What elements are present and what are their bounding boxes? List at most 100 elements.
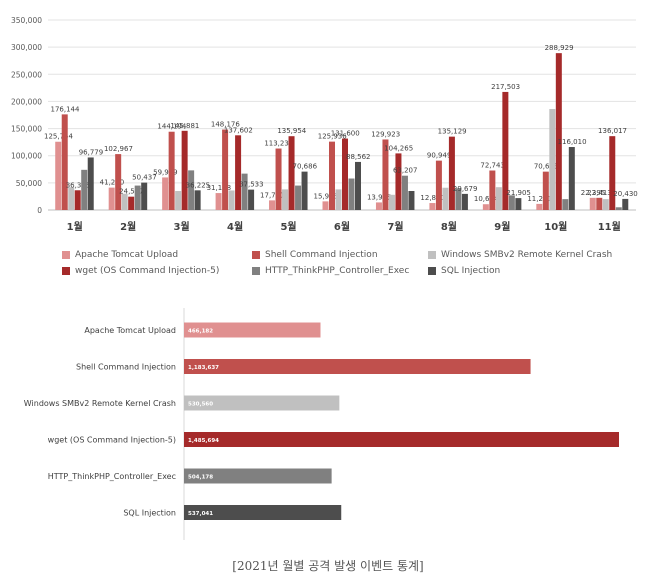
data-label: 22,395 bbox=[581, 189, 606, 197]
data-label: 129,923 bbox=[371, 130, 400, 138]
data-label: 12,801 bbox=[420, 194, 445, 202]
category-label: Shell Command Injection bbox=[76, 363, 176, 372]
bar bbox=[134, 185, 141, 210]
bar bbox=[408, 191, 415, 210]
bar bbox=[228, 190, 235, 210]
bar bbox=[181, 130, 188, 210]
bar bbox=[609, 136, 616, 210]
legend-item: HTTP_ThinkPHP_Controller_Exec bbox=[252, 266, 409, 276]
bar bbox=[269, 200, 276, 210]
bar bbox=[215, 193, 222, 210]
x-tick-label: 4월 bbox=[227, 221, 243, 233]
bar bbox=[455, 188, 462, 210]
bar bbox=[295, 185, 302, 210]
bar bbox=[184, 468, 332, 484]
bar bbox=[222, 129, 229, 210]
data-label: 11,241 bbox=[527, 195, 552, 203]
bar bbox=[175, 191, 182, 210]
data-label: 135,129 bbox=[438, 128, 467, 136]
bar bbox=[108, 187, 115, 210]
data-label: 116,010 bbox=[558, 138, 587, 146]
data-label: 90,949 bbox=[427, 152, 452, 160]
bar bbox=[342, 138, 348, 210]
data-label: 24,547 bbox=[119, 188, 144, 196]
bar bbox=[301, 171, 308, 210]
data-label: 10,644 bbox=[474, 195, 499, 203]
bar bbox=[194, 190, 201, 210]
bar bbox=[515, 198, 522, 210]
category-label: Apache Tomcat Upload bbox=[84, 326, 176, 335]
legend-label: Shell Command Injection bbox=[265, 250, 378, 260]
bar bbox=[121, 193, 128, 210]
legend-item: wget (OS Command Injection-5) bbox=[62, 266, 219, 276]
bar bbox=[589, 197, 596, 210]
data-label: 41,220 bbox=[100, 179, 125, 187]
bar bbox=[275, 148, 282, 210]
data-label: 72,743 bbox=[480, 162, 505, 170]
data-label: 104,265 bbox=[384, 144, 413, 152]
bar bbox=[348, 178, 355, 210]
bar bbox=[555, 53, 562, 210]
bar bbox=[375, 202, 382, 210]
bar bbox=[502, 91, 509, 210]
category-label: Windows SMBv2 Remote Kernel Crash bbox=[24, 399, 176, 408]
bar bbox=[329, 141, 335, 210]
monthly-chart-legend: Apache Tomcat Upload Shell Command Inject… bbox=[0, 246, 656, 286]
data-label: 21,905 bbox=[506, 189, 531, 197]
bar bbox=[568, 147, 575, 210]
legend-item: SQL Injection bbox=[428, 266, 500, 276]
legend-label: SQL Injection bbox=[441, 266, 501, 276]
data-label: 36,335 bbox=[66, 181, 91, 189]
bar bbox=[87, 157, 94, 210]
bar bbox=[141, 182, 148, 210]
data-label: 288,929 bbox=[545, 44, 574, 52]
data-label: 20,430 bbox=[613, 190, 638, 198]
bar bbox=[602, 199, 609, 210]
x-tick-label: 6월 bbox=[334, 221, 350, 233]
y-tick-label: 200,000 bbox=[11, 97, 42, 106]
legend-swatch bbox=[428, 251, 436, 259]
bar bbox=[482, 204, 489, 210]
bar bbox=[184, 395, 340, 411]
bar bbox=[388, 194, 395, 210]
bar bbox=[115, 154, 122, 210]
data-label: 22,413 bbox=[587, 189, 612, 197]
bar bbox=[549, 109, 556, 210]
bar bbox=[128, 196, 135, 210]
data-label: 17,751 bbox=[260, 191, 285, 199]
data-label: 504,178 bbox=[188, 475, 213, 481]
legend-swatch bbox=[62, 251, 70, 259]
x-tick-label: 8월 bbox=[441, 221, 457, 233]
x-tick-label: 2월 bbox=[120, 221, 136, 233]
category-label: HTTP_ThinkPHP_Controller_Exec bbox=[48, 472, 176, 481]
bar bbox=[188, 170, 195, 210]
bar bbox=[448, 136, 455, 210]
data-label: 70,653 bbox=[534, 163, 559, 171]
category-label: wget (OS Command Injection-5) bbox=[48, 436, 176, 445]
data-label: 102,967 bbox=[104, 145, 133, 153]
data-label: 1,183,637 bbox=[188, 365, 219, 371]
bar bbox=[382, 139, 389, 210]
data-label: 13,965 bbox=[367, 193, 392, 201]
bar bbox=[162, 177, 169, 210]
data-label: 136,017 bbox=[598, 127, 627, 135]
bar bbox=[184, 359, 531, 374]
y-tick-label: 300,000 bbox=[11, 43, 42, 52]
bar bbox=[235, 135, 242, 210]
monthly-attack-chart: 0 50,000 100,000 150,000 200,000 250,000 300,0… bbox=[11, 16, 638, 233]
data-label: 466,182 bbox=[188, 329, 213, 335]
data-label: 37,533 bbox=[239, 181, 264, 189]
bar bbox=[241, 173, 248, 210]
data-label: 530,560 bbox=[188, 402, 213, 408]
bar bbox=[542, 171, 549, 210]
bar bbox=[288, 136, 295, 210]
bar bbox=[184, 322, 321, 338]
data-label: 217,503 bbox=[491, 83, 520, 91]
bar bbox=[596, 197, 603, 210]
data-label: 88,562 bbox=[346, 153, 371, 161]
y-tick-label: 150,000 bbox=[11, 125, 42, 134]
data-label: 135,954 bbox=[277, 127, 306, 135]
data-label: 36,225 bbox=[186, 181, 211, 189]
bar bbox=[401, 175, 408, 210]
bar bbox=[282, 189, 289, 210]
